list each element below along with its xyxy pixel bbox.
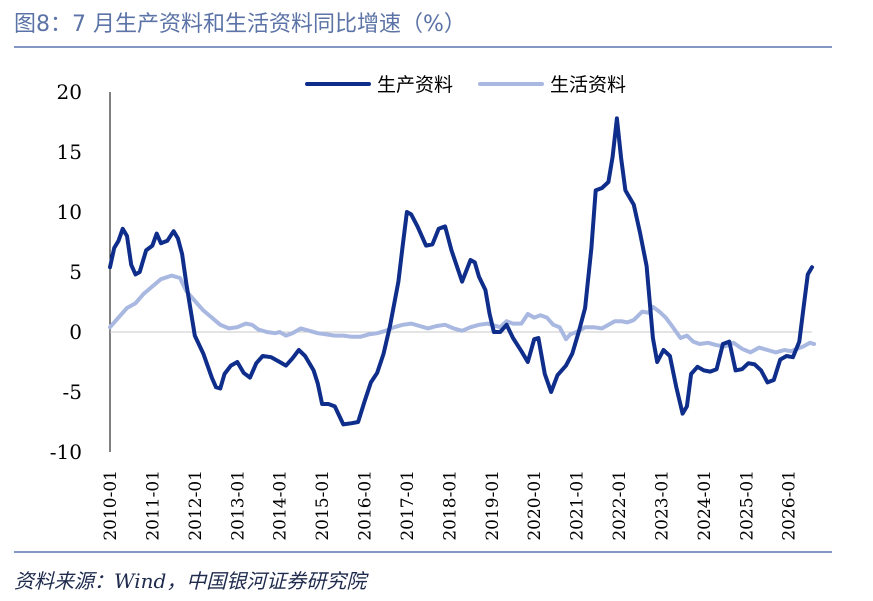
legend-label: 生产资料: [377, 74, 453, 96]
x-axis: 2010-01 2011-01 2012-01 2013-01 2014-01 2015-…: [101, 331, 812, 541]
x-tick-label: 2011-01: [143, 470, 163, 541]
x-tick-label: 2023-01: [652, 470, 672, 541]
y-tick-label: -10: [50, 440, 82, 464]
source-note: 资料来源：Wind，中国银河证券研究院: [14, 569, 367, 593]
series-group: [108, 116, 817, 427]
x-tick-label: 2018-01: [440, 470, 460, 541]
y-tick-label: 5: [69, 260, 82, 284]
series-line-consumer: [108, 273, 817, 355]
y-axis: 20 15 10 5 0 -5 -10: [50, 80, 111, 464]
x-tick-label: 2024-01: [695, 470, 715, 541]
y-tick-label: 0: [69, 320, 82, 344]
top-divider: [14, 46, 832, 48]
bottom-divider: [14, 551, 832, 553]
series-line-production: [108, 116, 814, 427]
x-tick-label: 2014-01: [271, 470, 291, 541]
y-tick-label: 20: [57, 80, 82, 104]
x-tick-label: 2026-01: [780, 470, 800, 541]
x-tick-label: 2025-01: [737, 470, 757, 541]
legend: 生产资料 生活资料: [305, 74, 626, 96]
x-tick-label: 2010-01: [101, 470, 121, 541]
x-tick-label: 2019-01: [483, 470, 503, 541]
x-tick-label: 2020-01: [525, 470, 545, 541]
x-tick-label: 2016-01: [356, 470, 376, 541]
x-tick-label: 2017-01: [398, 470, 418, 541]
y-tick-label: -5: [63, 380, 82, 404]
y-tick-label: 10: [57, 200, 82, 224]
chart-title: 图8：7 月生产资料和生活资料同比增速（%）: [14, 12, 466, 37]
x-tick-label: 2012-01: [186, 470, 206, 541]
x-tick-label: 2021-01: [568, 470, 588, 541]
x-tick-label: 2013-01: [228, 470, 248, 541]
legend-label: 生活资料: [550, 74, 626, 96]
x-tick-label: 2022-01: [610, 470, 630, 541]
x-tick-label: 2015-01: [313, 470, 333, 541]
y-tick-label: 15: [57, 140, 82, 164]
